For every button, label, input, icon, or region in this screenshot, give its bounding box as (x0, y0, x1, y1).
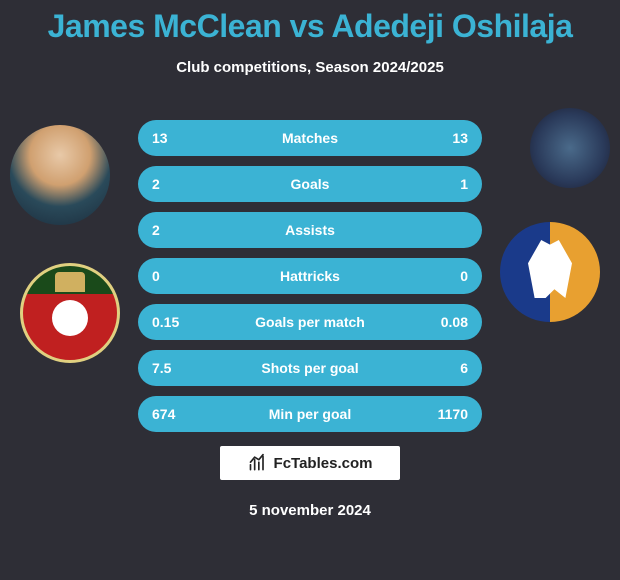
brand-label: FcTables.com (274, 455, 373, 472)
chart-icon (248, 453, 268, 473)
stat-row: 13 Matches 13 (138, 120, 482, 156)
stat-right-value: 0.08 (441, 314, 468, 330)
stat-right-value: 13 (452, 130, 468, 146)
footer-date: 5 november 2024 (249, 502, 371, 519)
stat-label: Assists (285, 222, 335, 238)
stat-left-value: 674 (152, 406, 175, 422)
stat-row: 0 Hattricks 0 (138, 258, 482, 294)
stat-right-value: 0 (460, 268, 468, 284)
stat-left-value: 0.15 (152, 314, 179, 330)
page-title: James McClean vs Adedeji Oshilaja (0, 0, 620, 45)
stat-row: 2 Assists (138, 212, 482, 248)
stat-left-value: 2 (152, 222, 160, 238)
player-left-avatar (10, 125, 110, 225)
stat-right-value: 1 (460, 176, 468, 192)
stat-left-value: 0 (152, 268, 160, 284)
stat-label: Goals (291, 176, 330, 192)
stat-label: Hattricks (280, 268, 340, 284)
stat-row: 2 Goals 1 (138, 166, 482, 202)
stat-left-value: 2 (152, 176, 160, 192)
player-right-avatar (530, 108, 610, 188)
stat-row: 674 Min per goal 1170 (138, 396, 482, 432)
stat-row: 7.5 Shots per goal 6 (138, 350, 482, 386)
stat-left-value: 7.5 (152, 360, 171, 376)
stat-label: Shots per goal (261, 360, 358, 376)
stat-left-value: 13 (152, 130, 168, 146)
stat-right-value: 1170 (438, 406, 468, 422)
stat-right-value: 6 (460, 360, 468, 376)
stat-label: Matches (282, 130, 338, 146)
club-left-crest-icon (20, 263, 120, 363)
stats-table: 13 Matches 13 2 Goals 1 2 Assists 0 Hatt… (138, 120, 482, 442)
subtitle: Club competitions, Season 2024/2025 (0, 59, 620, 76)
stat-row: 0.15 Goals per match 0.08 (138, 304, 482, 340)
stat-label: Goals per match (255, 314, 365, 330)
club-right-crest-icon (500, 222, 600, 322)
brand-badge: FcTables.com (220, 446, 400, 480)
stat-label: Min per goal (269, 406, 351, 422)
